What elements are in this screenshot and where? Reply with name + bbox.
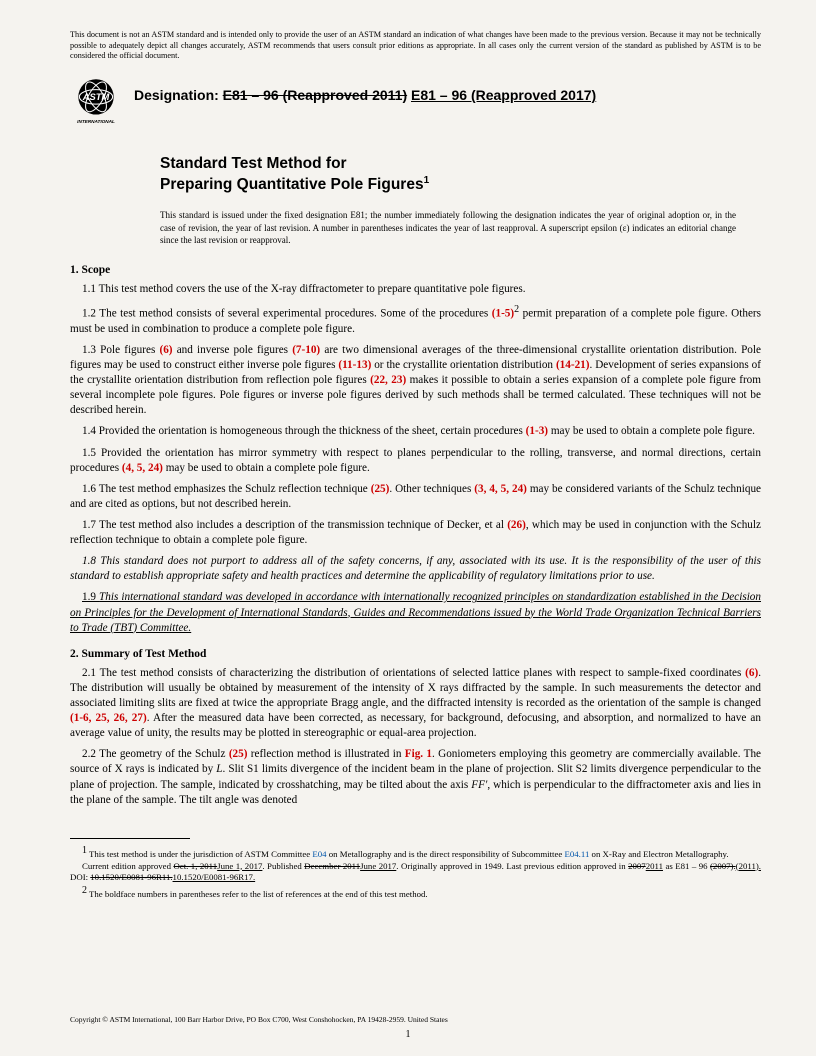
ref-link[interactable]: (4, 5, 24) [122,462,163,474]
ref-link[interactable]: (6) [745,667,758,679]
ref-link[interactable]: (7-10) [292,344,320,356]
para-1-7: 1.7 The test method also includes a desc… [70,518,761,548]
para-2-1: 2.1 The test method consists of characte… [70,666,761,742]
para-1-1: 1.1 This test method covers the use of t… [70,282,761,297]
ref-link[interactable]: (1-5) [492,308,514,320]
svg-text:ASTM: ASTM [82,92,110,102]
section-1-head: 1. Scope [70,264,761,276]
designation-label: Designation: [134,87,223,103]
designation-old: E81 – 96 (Reapproved 2011) [223,87,407,103]
disclaimer-text: This document is not an ASTM standard an… [70,30,761,62]
ref-link[interactable]: (3, 4, 5, 24) [474,483,527,495]
para-1-9: 1.9 This international standard was deve… [70,590,761,635]
ref-link[interactable]: (25) [371,483,390,495]
ref-link[interactable]: (22, 23) [370,374,406,386]
para-2-2: 2.2 The geometry of the Schulz (25) refl… [70,747,761,807]
fig-link[interactable]: Fig. 1 [405,748,432,760]
para-1-8: 1.8 This standard does not purport to ad… [70,554,761,584]
subcommittee-link[interactable]: E04.11 [565,849,590,859]
ref-link[interactable]: (11-13) [338,359,371,371]
ref-link[interactable]: (1-3) [526,425,548,437]
ref-link[interactable]: (25) [229,748,248,760]
document-title: Standard Test Method for Preparing Quant… [160,154,761,195]
section-2-head: 2. Summary of Test Method [70,648,761,660]
designation-new: E81 – 96 (Reapproved 2017) [411,87,596,103]
issued-note: This standard is issued under the fixed … [160,209,736,245]
astm-logo: ASTM INTERNATIONAL [70,74,122,126]
footnote-1: 1 This test method is under the jurisdic… [70,844,761,901]
committee-link[interactable]: E04 [312,849,326,859]
ref-link[interactable]: (14-21) [556,359,590,371]
para-1-6: 1.6 The test method emphasizes the Schul… [70,482,761,512]
para-1-2: 1.2 The test method consists of several … [70,303,761,337]
para-1-3: 1.3 Pole figures (6) and inverse pole fi… [70,343,761,419]
title-block: Standard Test Method for Preparing Quant… [160,154,761,195]
ref-link[interactable]: (6) [159,344,172,356]
header: ASTM INTERNATIONAL Designation: E81 – 96… [70,74,761,126]
para-1-5: 1.5 Provided the orientation has mirror … [70,446,761,476]
ref-link[interactable]: (26) [507,519,526,531]
para-1-4: 1.4 Provided the orientation is homogene… [70,424,761,439]
logo-subtext: INTERNATIONAL [77,119,115,124]
designation-line: Designation: E81 – 96 (Reapproved 2011) … [134,87,596,103]
ref-link[interactable]: (1-6, 25, 26, 27) [70,712,147,724]
page-number: 1 [406,1029,411,1040]
copyright-text: Copyright © ASTM International, 100 Barr… [70,1015,448,1024]
